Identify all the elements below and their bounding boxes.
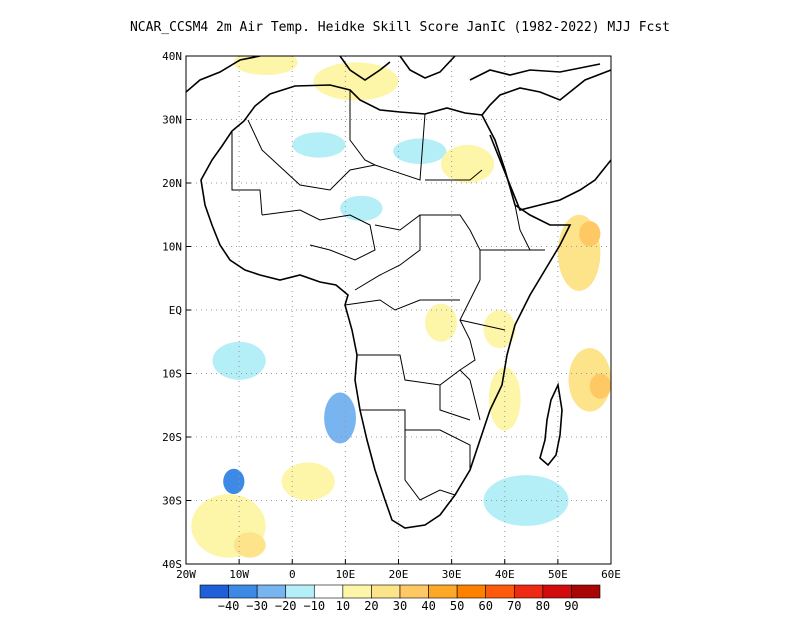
africa-coastline: [200, 84, 572, 529]
arabia-coastline: [481, 69, 611, 211]
x-tick-label: 30E: [442, 568, 462, 581]
skill-region: [281, 462, 335, 501]
colorbar-swatch: [513, 584, 544, 599]
skill-region: [393, 138, 447, 164]
colorbar-swatch: [542, 584, 572, 599]
coastlines: [186, 56, 611, 529]
x-tick-label: 10W: [229, 568, 249, 581]
x-tick-label: 0: [289, 568, 296, 581]
colorbar-label: 40: [421, 599, 435, 613]
gridlines: [186, 56, 611, 564]
colorbar-label: −20: [275, 599, 297, 613]
skill-shading: [191, 56, 611, 558]
colorbar-swatch: [428, 584, 458, 599]
colorbar-label: 50: [450, 599, 464, 613]
y-tick-label: 40N: [162, 50, 182, 63]
country-borders: [231, 90, 545, 501]
skill-region: [425, 303, 457, 342]
y-tick-label: 30N: [162, 114, 182, 127]
colorbar-label: −30: [246, 599, 268, 613]
colorbar-label: 70: [507, 599, 521, 613]
colorbar-swatch: [285, 584, 315, 599]
skill-region: [233, 532, 266, 558]
x-tick-label: 20E: [389, 568, 409, 581]
colorbar-swatch: [399, 584, 429, 599]
y-tick-label: 10S: [162, 368, 182, 381]
colorbar-label: −40: [218, 599, 240, 613]
colorbar-label: 30: [393, 599, 407, 613]
x-tick-label: 60E: [601, 568, 621, 581]
skill-region: [292, 132, 346, 158]
colorbar-label: 90: [564, 599, 578, 613]
x-tick-label: 40E: [495, 568, 515, 581]
skill-region: [589, 373, 611, 399]
y-tick-label: 40S: [162, 558, 182, 571]
colorbar-swatch: [371, 584, 401, 599]
colorbar-swatch: [456, 584, 487, 599]
y-tick-label: 20N: [162, 177, 182, 190]
x-tick-label: 10E: [335, 568, 355, 581]
x-tick-label: 20W: [176, 568, 196, 581]
colorbar-swatch: [256, 584, 287, 599]
colorbar-label: 20: [364, 599, 378, 613]
y-tick-label: 20S: [162, 431, 182, 444]
y-tick-label: 10N: [162, 241, 182, 254]
y-axis: 40N 30N 20N 10N EQ 10S 20S 30S 40S: [162, 50, 191, 571]
colorbar-swatch: [313, 584, 344, 599]
x-axis: 20W 10W 0 10E 20E 30E 40E 50E 60E: [176, 559, 621, 581]
skill-region: [233, 56, 298, 76]
skill-region: [313, 62, 399, 101]
skill-region: [340, 195, 383, 222]
europe-coastline: [186, 56, 601, 93]
chart-title: NCAR_CCSM4 2m Air Temp. Heidke Skill Sco…: [129, 20, 671, 35]
colorbar-label: 80: [536, 599, 550, 613]
colorbar-swatch: [199, 584, 229, 599]
skill-region: [579, 221, 601, 247]
skill-region: [212, 341, 266, 380]
y-tick-label: 30S: [162, 495, 182, 508]
colorbar-swatch: [485, 584, 515, 599]
colorbar-swatch: [571, 584, 601, 599]
colorbar-swatch: [342, 584, 372, 599]
colorbar: −40 −30 −20 −10 10 20 30 40 50 60 70 80 90: [199, 584, 601, 613]
madagascar-coastline: [539, 382, 563, 467]
skill-region: [223, 468, 245, 495]
skill-region: [441, 144, 495, 183]
colorbar-label: 10: [336, 599, 350, 613]
colorbar-swatch: [228, 584, 258, 599]
x-tick-label: 50E: [548, 568, 568, 581]
colorbar-label: −10: [303, 599, 325, 613]
skill-region: [324, 392, 356, 444]
skill-region: [488, 367, 521, 431]
colorbar-label: 60: [478, 599, 492, 613]
y-tick-label: EQ: [169, 304, 182, 317]
